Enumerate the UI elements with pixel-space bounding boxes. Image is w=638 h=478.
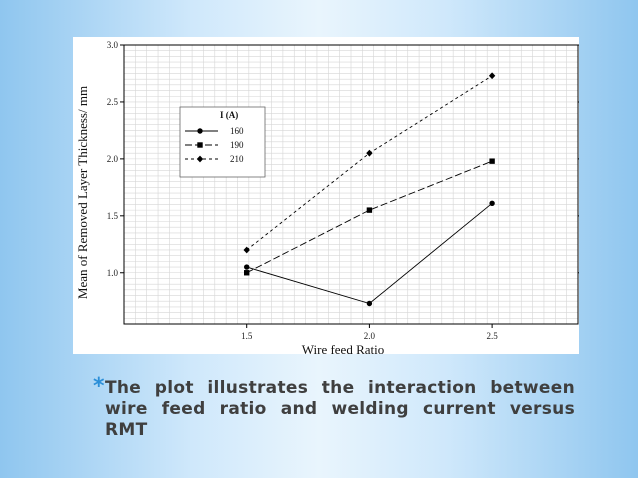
axis-ticks: 1.5 2.0 2.5 1.0 1.5 2.0 2.5 3.0	[107, 40, 579, 341]
y-tick-label: 2.5	[107, 97, 119, 107]
grid	[123, 44, 579, 325]
plot-frame	[123, 44, 579, 325]
series-160	[244, 200, 495, 307]
slide-caption: The plot illustrates the interaction bet…	[105, 378, 575, 440]
x-axis-title: Wire feed Ratio	[302, 342, 385, 354]
data-point-210	[243, 246, 250, 254]
y-tick-label: 1.0	[107, 268, 119, 278]
series-layer	[243, 72, 496, 307]
series-210	[243, 72, 496, 254]
caption-bullet: *	[93, 374, 105, 399]
x-tick-label: 2.0	[364, 331, 376, 341]
legend-title: I (A)	[220, 110, 238, 120]
data-point-210	[366, 149, 373, 157]
legend-label-210: 210	[230, 154, 244, 164]
legend-marker-190	[197, 142, 203, 148]
legend-label-190: 190	[230, 140, 244, 150]
data-point-190	[244, 270, 250, 276]
data-point-160	[244, 264, 250, 270]
series-190	[244, 158, 495, 276]
series-line-160	[246, 202, 493, 305]
x-tick-label: 2.5	[486, 331, 498, 341]
y-tick-label: 2.0	[107, 154, 119, 164]
y-tick-label: 1.5	[107, 211, 119, 221]
legend-label-160: 160	[230, 126, 244, 136]
chart-figure: 1.5 2.0 2.5 1.0 1.5 2.0 2.5 3.0 Wire feed Ratio…	[73, 37, 579, 354]
data-point-160	[489, 200, 495, 206]
data-point-190	[366, 207, 373, 213]
line-chart: 1.5 2.0 2.5 1.0 1.5 2.0 2.5 3.0 Wire feed Ratio…	[75, 40, 579, 354]
legend-box	[179, 106, 266, 178]
data-point-160	[366, 300, 373, 307]
legend-marker-160	[197, 128, 203, 134]
y-axis-title: Mean of Removed Layer Thickness/ mm	[75, 86, 90, 299]
series-line-190	[246, 160, 493, 274]
data-point-190	[489, 158, 495, 164]
x-tick-label: 1.5	[241, 331, 253, 341]
legend: I (A) 160 190 210	[179, 106, 266, 178]
y-tick-label: 3.0	[107, 40, 119, 50]
